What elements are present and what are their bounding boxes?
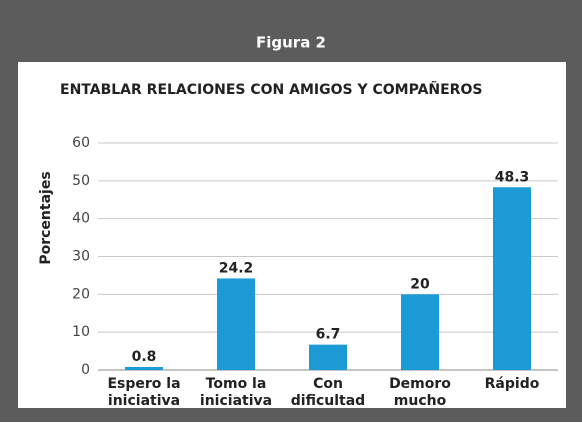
y-tick-label: 20 xyxy=(72,286,90,302)
panel xyxy=(18,62,566,408)
y-tick-label: 0 xyxy=(81,362,90,378)
x-tick-label: Con xyxy=(313,376,343,392)
x-tick-label: dificultad xyxy=(291,393,365,409)
x-tick-label: iniciativa xyxy=(200,393,272,409)
value-label: 0.8 xyxy=(132,349,157,365)
x-tick-label: Espero la xyxy=(107,376,180,392)
x-tick-label: Demoro xyxy=(389,376,451,392)
bar xyxy=(309,344,347,370)
x-tick-label: mucho xyxy=(394,393,447,409)
chart-title: ENTABLAR RELACIONES CON AMIGOS Y COMPAÑE… xyxy=(60,81,482,98)
value-label: 48.3 xyxy=(495,169,530,185)
value-label: 24.2 xyxy=(219,260,254,276)
x-tick-label: iniciativa xyxy=(108,393,180,409)
bar xyxy=(217,278,255,370)
y-tick-label: 50 xyxy=(72,173,90,189)
value-label: 20 xyxy=(410,276,430,292)
header-title: Figura 2 xyxy=(256,34,326,52)
x-tick-label: Tomo la xyxy=(206,376,267,392)
y-tick-label: 30 xyxy=(72,249,90,265)
x-tick-label: Rápido xyxy=(485,376,540,392)
y-tick-label: 10 xyxy=(72,324,90,340)
bar xyxy=(401,294,439,370)
y-tick-label: 60 xyxy=(72,135,90,151)
value-label: 6.7 xyxy=(316,327,341,343)
y-axis-label: Porcentajes xyxy=(38,171,54,264)
y-tick-label: 40 xyxy=(72,211,90,227)
bar xyxy=(125,366,163,370)
bar xyxy=(493,187,531,370)
